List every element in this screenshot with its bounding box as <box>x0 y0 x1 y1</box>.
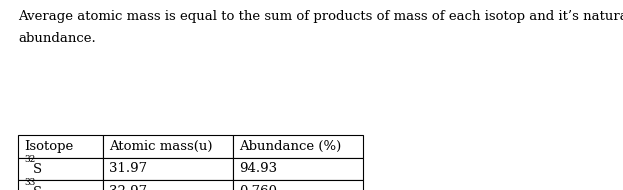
Text: Abundance (%): Abundance (%) <box>239 140 341 153</box>
Text: S: S <box>33 163 42 176</box>
Text: Isotope: Isotope <box>24 140 74 153</box>
Text: Atomic mass(u): Atomic mass(u) <box>109 140 212 153</box>
Bar <box>233 158 363 180</box>
Bar <box>18 158 103 180</box>
Text: 0.760: 0.760 <box>239 185 277 190</box>
Text: S: S <box>33 186 42 190</box>
Bar <box>233 135 363 158</box>
Bar <box>233 180 363 190</box>
Text: Average atomic mass is equal to the sum of products of mass of each isotop and i: Average atomic mass is equal to the sum … <box>18 10 623 23</box>
Text: 32.97: 32.97 <box>109 185 147 190</box>
Bar <box>103 180 233 190</box>
Bar <box>18 180 103 190</box>
Bar <box>18 135 103 158</box>
Bar <box>103 158 233 180</box>
Text: 33: 33 <box>24 178 36 187</box>
Text: abundance.: abundance. <box>18 32 96 45</box>
Text: 32: 32 <box>24 155 36 164</box>
Bar <box>103 135 233 158</box>
Text: 94.93: 94.93 <box>239 162 277 175</box>
Text: 31.97: 31.97 <box>109 162 147 175</box>
